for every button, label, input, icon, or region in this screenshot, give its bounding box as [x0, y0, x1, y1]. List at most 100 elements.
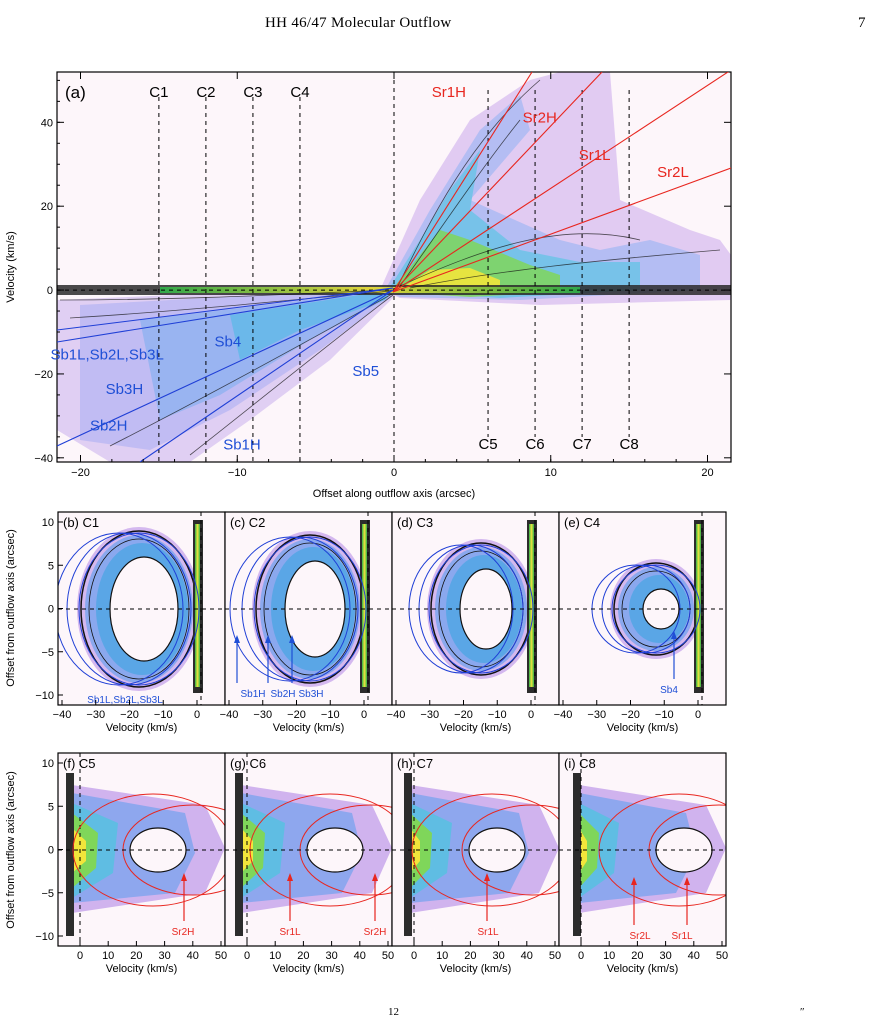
model-line-sb-low-1: [57, 287, 394, 331]
cut-panel-tag: (f) C5: [63, 756, 96, 771]
cut-x-tick-label: 0: [194, 709, 200, 721]
cut-arrow-head: [671, 631, 677, 639]
y-tick-label: 20: [41, 201, 53, 213]
y-tick-label: 40: [41, 117, 53, 129]
cut-x-axis-label: Velocity (km/s): [440, 963, 512, 975]
panel-a-red-labels: Sr1H Sr2H Sr1L Sr2L: [432, 84, 689, 181]
cut-x-tick-label: 0: [578, 950, 584, 962]
blue-label-sb4: Sb4: [214, 334, 241, 351]
cut-panel-label-sr2h: Sr2H: [172, 927, 195, 938]
cut-panel-frame: [558, 752, 727, 947]
blue-label-sb1h: Sb1H: [223, 436, 261, 453]
panel-a-cut-labels: C1 C2 C3 C4 C5 C6 C7 C8: [149, 84, 638, 453]
cut-x-tick-label: −20: [120, 709, 139, 721]
blue-label-sb2h: Sb2H: [90, 418, 128, 435]
x-tick-label: 20: [701, 467, 713, 479]
panel-a-red-model-lines: [392, 72, 731, 293]
caption-line: 12 ″: [0, 1006, 890, 1020]
model-line-sb1h: [139, 289, 394, 462]
cut-x-tick-label: −30: [253, 709, 272, 721]
cut-y-tick-label: 10: [42, 517, 54, 529]
cut-x-tick-label: −10: [655, 709, 674, 721]
cut-panel-tag: (i) C8: [564, 756, 596, 771]
cut-panel-tag: (b) C1: [63, 515, 99, 530]
cut-x-tick-label: 10: [102, 950, 114, 962]
cut-panel-label-sr2l: Sr2L: [629, 931, 651, 942]
cut-panel-ec4: (e) C4 Sb4 −40 −30 −20 −10 0 Velocity (km/s): [554, 511, 727, 734]
cut-x-tick-label: 20: [130, 950, 142, 962]
cut-label-c2: C2: [196, 84, 215, 101]
cut-arrow-head: [234, 635, 240, 643]
cut-x-tick-label: 50: [382, 950, 394, 962]
cut-panel-label-sb4: Sb4: [660, 685, 678, 696]
panel-a-tag: (a): [65, 83, 86, 102]
cut-x-tick-label: 50: [215, 950, 227, 962]
blue-label-sb3h: Sb3H: [106, 381, 144, 398]
cut-x-tick-label: −40: [220, 709, 239, 721]
cut-x-tick-label: 0: [244, 950, 250, 962]
page-header: HH 46/47 Molecular Outflow 7: [0, 0, 890, 40]
cut-panel-hc7: (h) C7 Sr1L 0 10 20 30 40 50 Velocity (km/s): [391, 752, 561, 975]
y-tick-label: −20: [34, 369, 53, 381]
x-tick-label: 0: [391, 467, 397, 479]
cut-panel-label-sb1h: Sb1H: [240, 689, 265, 700]
cut-panel-bc1: (b) C1 Sb1L,Sb2L,Sb3L −40 −30 −20 −10 0 Velocit…: [35, 511, 226, 734]
cut-panel-image: [225, 512, 392, 705]
cut-x-tick-label: 40: [187, 950, 199, 962]
page-number: 7: [858, 15, 866, 31]
cut-x-tick-label: 20: [297, 950, 309, 962]
cut-y-tick-label: −10: [35, 690, 54, 702]
cut-arrow-head: [265, 635, 271, 643]
cut-x-tick-label: 10: [269, 950, 281, 962]
panel-a-blue-model-lines: [57, 287, 394, 462]
model-line-sr2l: [392, 167, 731, 293]
cut-x-axis-label: Velocity (km/s): [607, 963, 679, 975]
cut-axis-labels: Offset from outflow axis (arcsec) Offset …: [5, 529, 17, 929]
cut-arrow-head: [372, 873, 378, 881]
red-label-sr2h: Sr2H: [523, 109, 557, 126]
cut-panel-image: [225, 753, 392, 946]
cut-panel-label-sr1l: Sr1L: [477, 927, 499, 938]
y-tick-label: −40: [34, 453, 53, 465]
panel-a-cut-lines: [158, 90, 630, 462]
blue-label-sb1l-sb2l-sb3l: Sb1L,Sb2L,Sb3L: [50, 346, 163, 363]
cut-label-c5: C5: [478, 436, 497, 453]
cut-x-tick-label: 50: [716, 950, 728, 962]
red-label-sr1l: Sr1L: [579, 147, 611, 164]
model-line-sr1l: [392, 72, 729, 293]
cut-x-axis-label: Velocity (km/s): [440, 722, 512, 734]
cut-panel-tag: (h) C7: [397, 756, 433, 771]
panel-a-x-axis-label: Offset along outflow axis (arcsec): [313, 488, 475, 500]
cut-label-c7: C7: [572, 436, 591, 453]
cut-x-tick-label: −10: [321, 709, 340, 721]
cut-x-tick-label: 30: [325, 950, 337, 962]
cut-x-tick-label: 0: [361, 709, 367, 721]
red-label-sr2l: Sr2L: [657, 164, 689, 181]
cut-x-tick-label: −30: [587, 709, 606, 721]
cut-panel-label-sr1l: Sr1L: [671, 931, 693, 942]
cut-panel-tag: (e) C4: [564, 515, 600, 530]
cut-y-tick-label: −5: [41, 888, 54, 900]
cut-x-tick-label: −40: [53, 709, 72, 721]
cut-label-c1: C1: [149, 84, 168, 101]
cut-panel-image: [559, 753, 726, 946]
cut-arrow-head: [181, 873, 187, 881]
cut-y-tick-label: 0: [48, 845, 54, 857]
cut-x-tick-label: −40: [554, 709, 573, 721]
cut-x-tick-label: 20: [464, 950, 476, 962]
cut-x-tick-label: 20: [631, 950, 643, 962]
cut-panel-frame: [558, 511, 727, 706]
cut-x-axis-label: Velocity (km/s): [106, 722, 178, 734]
cut-arrow-head: [684, 877, 690, 885]
cut-x-tick-label: 30: [492, 950, 504, 962]
cut-panel-label-sb3h: Sb3H: [298, 689, 323, 700]
cut-y-tick-label: 5: [48, 801, 54, 813]
blue-label-sb5: Sb5: [352, 363, 379, 380]
x-tick-label: 10: [545, 467, 557, 479]
model-line-sb2h: [57, 289, 394, 447]
cut-panel-image: [392, 512, 559, 705]
cut-panel-tag: (d) C3: [397, 515, 433, 530]
cut-x-axis-label: Velocity (km/s): [607, 722, 679, 734]
